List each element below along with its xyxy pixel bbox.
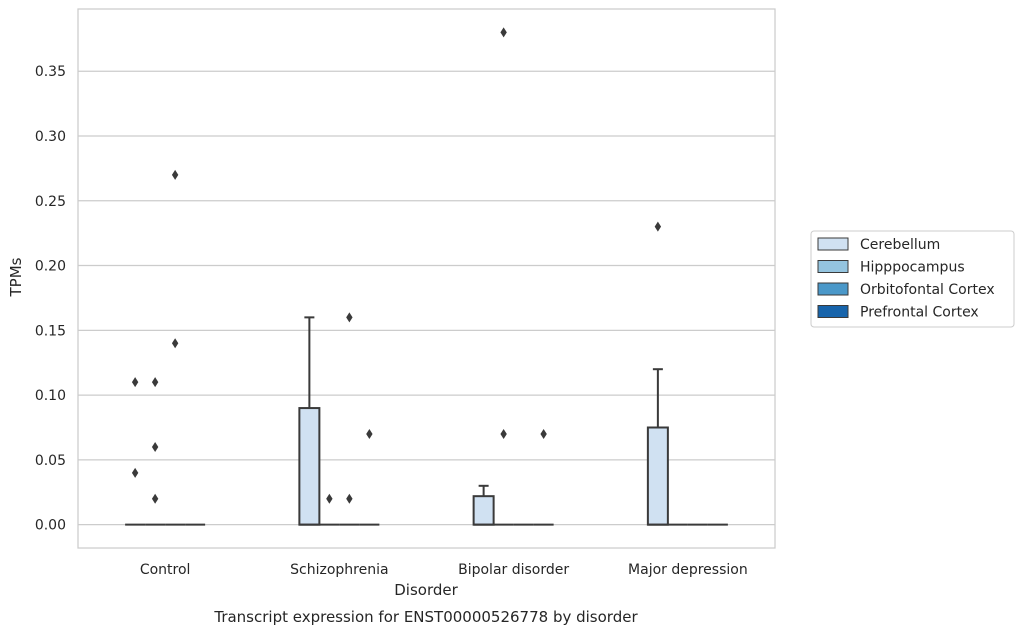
box-group [298, 316, 321, 526]
outlier-point [366, 428, 373, 439]
x-axis-label: Disorder [394, 581, 458, 599]
outlier-point [171, 169, 179, 180]
box-group [145, 377, 166, 526]
box-group [339, 312, 360, 526]
x-tick-label: Schizophrenia [290, 562, 388, 578]
box-group [472, 484, 495, 526]
outlier-point [131, 467, 139, 478]
legend-label: Hipppocampus [860, 260, 965, 276]
outlier-point [151, 493, 159, 504]
legend-swatch [817, 305, 849, 318]
outlier-point [654, 221, 662, 232]
y-tick-label: 0.05 [35, 453, 66, 469]
plot-frame [77, 8, 776, 549]
y-tick-label: 0.25 [35, 194, 66, 210]
y-tick-label: 0.00 [35, 518, 66, 534]
y-tick-label: 0.20 [35, 259, 66, 275]
outlier-point [500, 428, 507, 439]
legend-frame [810, 230, 1015, 328]
box-body [646, 426, 669, 526]
box-body [298, 407, 321, 526]
outlier-point [171, 338, 179, 349]
box-group [125, 377, 146, 526]
box-group [646, 221, 669, 526]
legend-items: Cerebellum Hipppocampus Orbitofontal Corte… [817, 237, 995, 321]
outlier-point [346, 493, 353, 504]
box-marks [125, 27, 728, 526]
legend-swatch [817, 282, 849, 296]
x-tick-label: Major depression [628, 562, 748, 578]
gridlines [78, 70, 775, 526]
legend: Cerebellum Hipppocampus Orbitofontal Corte… [810, 230, 1015, 328]
y-tick-label: 0.35 [35, 64, 66, 80]
box-group [533, 428, 554, 526]
outlier-point [540, 428, 547, 439]
outlier-point [131, 377, 139, 388]
outlier-point [151, 377, 159, 388]
y-axis-label: TPMs [7, 257, 25, 297]
outlier-point [326, 493, 333, 504]
outlier-point [500, 27, 507, 38]
legend-label: Cerebellum [860, 237, 940, 253]
box-group [319, 493, 340, 526]
outlier-point [151, 441, 159, 452]
legend-label: Prefrontal Cortex [860, 305, 979, 321]
y-tick-label: 0.30 [35, 129, 66, 145]
outlier-point [346, 312, 353, 323]
x-tick-labels: Control Schizophrenia Bipolar disorder Majo… [140, 562, 748, 578]
legend-label: Orbitofontal Cortex [860, 282, 995, 298]
chart-title: Transcript expression for ENST0000052677… [213, 608, 638, 626]
box-body [472, 495, 495, 526]
x-tick-label: Bipolar disorder [458, 562, 569, 578]
box-group [493, 27, 514, 526]
y-tick-labels: 0.00 0.05 0.10 0.15 0.20 0.25 0.30 0.35 [35, 64, 66, 533]
y-tick-label: 0.15 [35, 323, 66, 339]
x-tick-label: Control [140, 562, 191, 578]
box-group [165, 169, 186, 526]
y-tick-label: 0.10 [35, 388, 66, 404]
legend-swatch [817, 237, 849, 251]
box-group [359, 428, 380, 526]
legend-swatch [817, 260, 849, 273]
